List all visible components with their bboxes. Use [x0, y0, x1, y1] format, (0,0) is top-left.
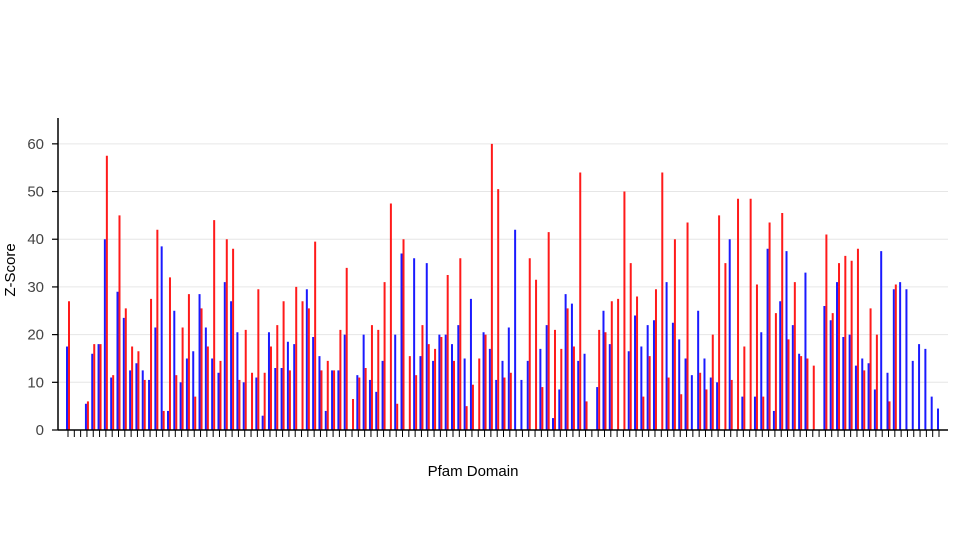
y-tick-label: 50	[27, 184, 44, 201]
y-tick-label: 0	[36, 422, 44, 439]
y-tick-label: 10	[27, 374, 44, 391]
gridlines	[58, 143, 948, 383]
x-axis-title: Pfam Domain	[428, 463, 519, 480]
x-ticks	[67, 430, 940, 437]
y-tick-label: 40	[27, 231, 44, 248]
y-tick-label: 30	[27, 279, 44, 296]
y-tick-label: 60	[27, 136, 44, 153]
y-ticks: 0 10 20 30 40 50 60	[27, 136, 58, 439]
y-tick-label: 20	[27, 327, 44, 344]
y-axis-title: Z-Score	[2, 243, 19, 296]
bars	[66, 143, 939, 430]
